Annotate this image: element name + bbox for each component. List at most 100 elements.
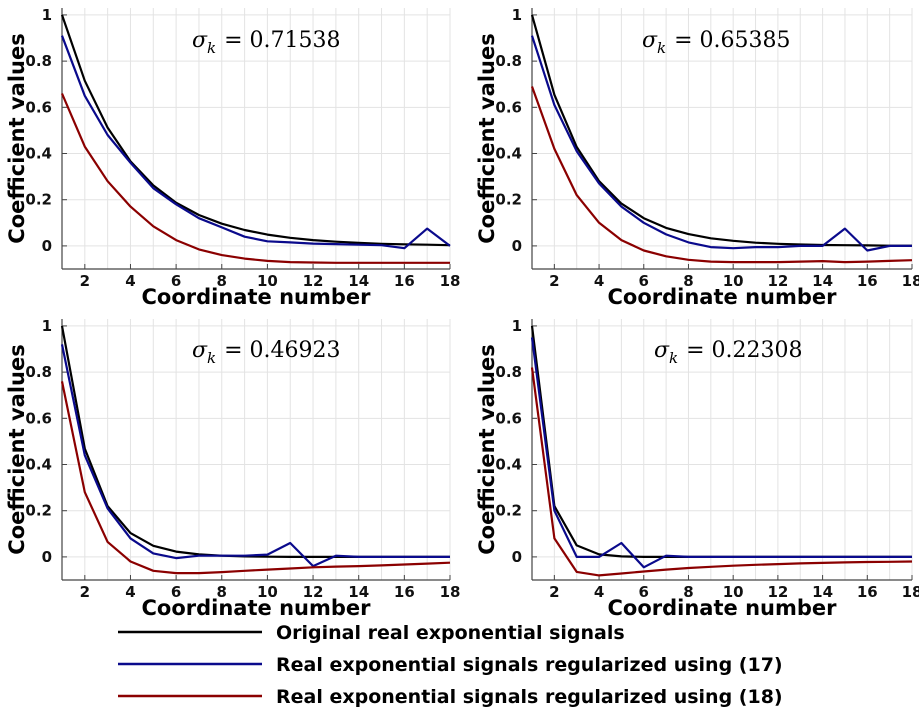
sigma-annotation: σk = 0.22308 [654, 338, 803, 367]
x-tick-label: 10 [723, 272, 744, 290]
sigma-subscript: k [669, 349, 678, 367]
x-tick-label: 16 [394, 583, 415, 601]
y-tick-label: 0 [42, 237, 52, 255]
y-tick-label: 0.6 [495, 409, 522, 427]
y-tick-label: 0.4 [495, 456, 522, 474]
y-tick-label: 0 [42, 548, 52, 566]
x-tick-label: 14 [348, 583, 369, 601]
series-line-3 [60, 381, 451, 575]
y-axis-label: Coefficient values [475, 33, 499, 243]
x-tick-label: 4 [594, 583, 604, 601]
legend-label-2: Real exponential signals regularized usi… [276, 654, 783, 676]
x-tick-label: 4 [125, 272, 135, 290]
sigma-annotation: σk = 0.46923 [192, 338, 341, 367]
series-line-2 [530, 337, 912, 569]
x-tick-label: 12 [303, 272, 324, 290]
legend-label-3: Real exponential signals regularized usi… [276, 686, 783, 708]
y-tick-label: 0.2 [25, 502, 52, 520]
y-tick-label: 0.8 [25, 363, 52, 381]
x-tick-label: 12 [303, 583, 324, 601]
x-tick-label: 2 [549, 583, 559, 601]
x-axis-label: Coordinate number [142, 285, 372, 309]
x-tick-label: 12 [767, 272, 788, 290]
y-tick-label: 0.2 [495, 191, 522, 209]
y-tick-label: 0.4 [25, 456, 52, 474]
x-tick-label: 16 [394, 272, 415, 290]
series-line-2 [60, 344, 450, 568]
x-tick-label: 2 [80, 272, 90, 290]
y-tick-label: 1 [42, 6, 52, 24]
y-tick-label: 1 [512, 317, 522, 335]
sigma-value: = 0.65385 [674, 28, 790, 53]
x-tick-label: 12 [767, 583, 788, 601]
x-tick-label: 18 [902, 272, 919, 290]
y-tick-label: 0.4 [495, 145, 522, 163]
x-tick-label: 4 [594, 272, 604, 290]
x-axis-label: Coordinate number [142, 596, 372, 620]
sigma-symbol: σ [192, 28, 208, 53]
x-tick-label: 6 [639, 583, 649, 601]
sigma-subscript: k [207, 39, 216, 57]
x-tick-label: 6 [171, 272, 181, 290]
x-tick-label: 10 [257, 272, 278, 290]
y-axis-label: Coefficient values [5, 344, 29, 554]
plot-area [62, 8, 450, 269]
y-tick-label: 0 [512, 548, 522, 566]
x-tick-label: 10 [257, 583, 278, 601]
x-axis-label: Coordinate number [608, 596, 838, 620]
x-tick-label: 8 [683, 583, 693, 601]
x-tick-label: 16 [857, 583, 878, 601]
legend: Original real exponential signals Real ex… [118, 622, 783, 708]
y-tick-label: 0.8 [495, 52, 522, 70]
y-tick-label: 0 [512, 237, 522, 255]
x-tick-label: 4 [125, 583, 135, 601]
y-axis-label: Coefficient values [475, 344, 499, 554]
x-tick-label: 10 [723, 583, 744, 601]
x-tick-label: 2 [80, 583, 90, 601]
x-tick-label: 6 [171, 583, 181, 601]
chart-panel-4: 2 4 6 8 10 12 14 16 18 0 0.2 0.4 0.6 0.8 1 Coordinate n… [475, 317, 919, 620]
x-tick-label: 8 [217, 272, 227, 290]
y-tick-label: 0.6 [25, 409, 52, 427]
x-tick-label: 14 [348, 272, 369, 290]
x-tick-label: 2 [549, 272, 559, 290]
x-tick-label: 16 [857, 272, 878, 290]
sigma-value: = 0.22308 [686, 338, 802, 363]
y-tick-label: 0.2 [25, 191, 52, 209]
sigma-annotation: σk = 0.65385 [642, 28, 791, 57]
plot-area [532, 319, 912, 580]
x-axis-label: Coordinate number [608, 285, 838, 309]
x-tick-label: 14 [812, 583, 833, 601]
chart-panel-1: 2 4 6 8 10 12 14 16 18 0 0.2 0.4 0.6 0.8 1 Coordinate n… [5, 6, 460, 309]
sigma-annotation: σk = 0.71538 [192, 28, 341, 57]
sigma-symbol: σ [654, 338, 670, 363]
y-tick-label: 1 [42, 317, 52, 335]
series-line-3 [60, 93, 450, 264]
chart-panel-2: 2 4 6 8 10 12 14 16 18 0 0.2 0.4 0.6 0.8 1 Coordinate n… [475, 6, 919, 309]
y-tick-label: 0.8 [495, 363, 522, 381]
sigma-subscript: k [207, 349, 216, 367]
y-tick-label: 0.2 [495, 502, 522, 520]
x-tick-label: 8 [683, 272, 693, 290]
y-tick-label: 0.4 [25, 145, 52, 163]
plot-area [62, 319, 450, 580]
series-line-3 [530, 367, 913, 577]
sigma-value: = 0.71538 [224, 28, 340, 53]
x-tick-label: 18 [440, 583, 461, 601]
chart-panel-3: 2 4 6 8 10 12 14 16 18 0 0.2 0.4 0.6 0.8 1 Coordinate n… [5, 317, 460, 620]
y-tick-label: 0.8 [25, 52, 52, 70]
sigma-subscript: k [657, 39, 666, 57]
plot-area [532, 8, 912, 269]
x-tick-label: 18 [440, 272, 461, 290]
sigma-symbol: σ [192, 338, 208, 363]
y-tick-label: 0.6 [25, 98, 52, 116]
sigma-value: = 0.46923 [224, 338, 340, 363]
series-line-3 [530, 86, 913, 264]
y-axis-label: Coefficient values [5, 33, 29, 243]
x-tick-label: 18 [902, 583, 919, 601]
sigma-symbol: σ [642, 28, 658, 53]
series-line-1 [530, 14, 912, 247]
series-line-2 [60, 35, 451, 250]
legend-label-1: Original real exponential signals [276, 622, 625, 644]
